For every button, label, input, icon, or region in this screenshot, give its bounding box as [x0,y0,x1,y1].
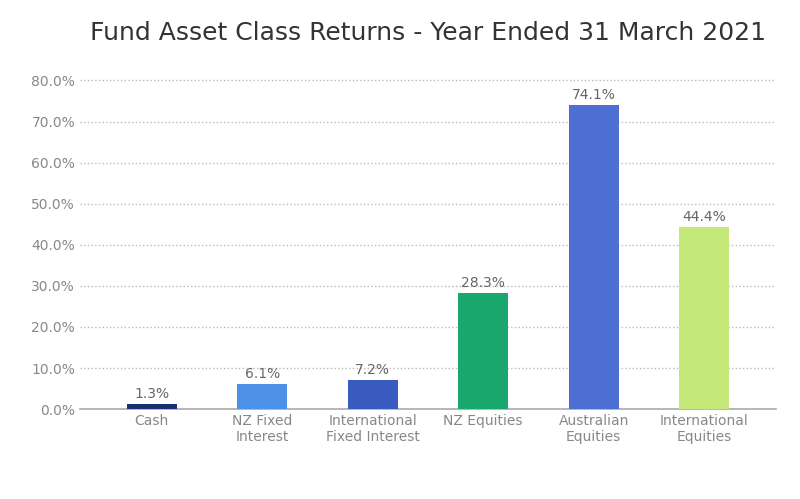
Bar [569,105,618,409]
Text: 44.4%: 44.4% [682,210,726,224]
Text: 7.2%: 7.2% [355,363,390,377]
Bar [348,380,398,409]
Title: Fund Asset Class Returns - Year Ended 31 March 2021: Fund Asset Class Returns - Year Ended 31… [90,21,766,45]
Text: 74.1%: 74.1% [572,88,616,102]
Text: 1.3%: 1.3% [134,387,170,401]
Bar [679,227,729,409]
Bar [127,404,177,409]
Text: 28.3%: 28.3% [462,276,505,290]
Bar [238,384,287,409]
Text: 6.1%: 6.1% [245,367,280,381]
Bar [458,293,508,409]
